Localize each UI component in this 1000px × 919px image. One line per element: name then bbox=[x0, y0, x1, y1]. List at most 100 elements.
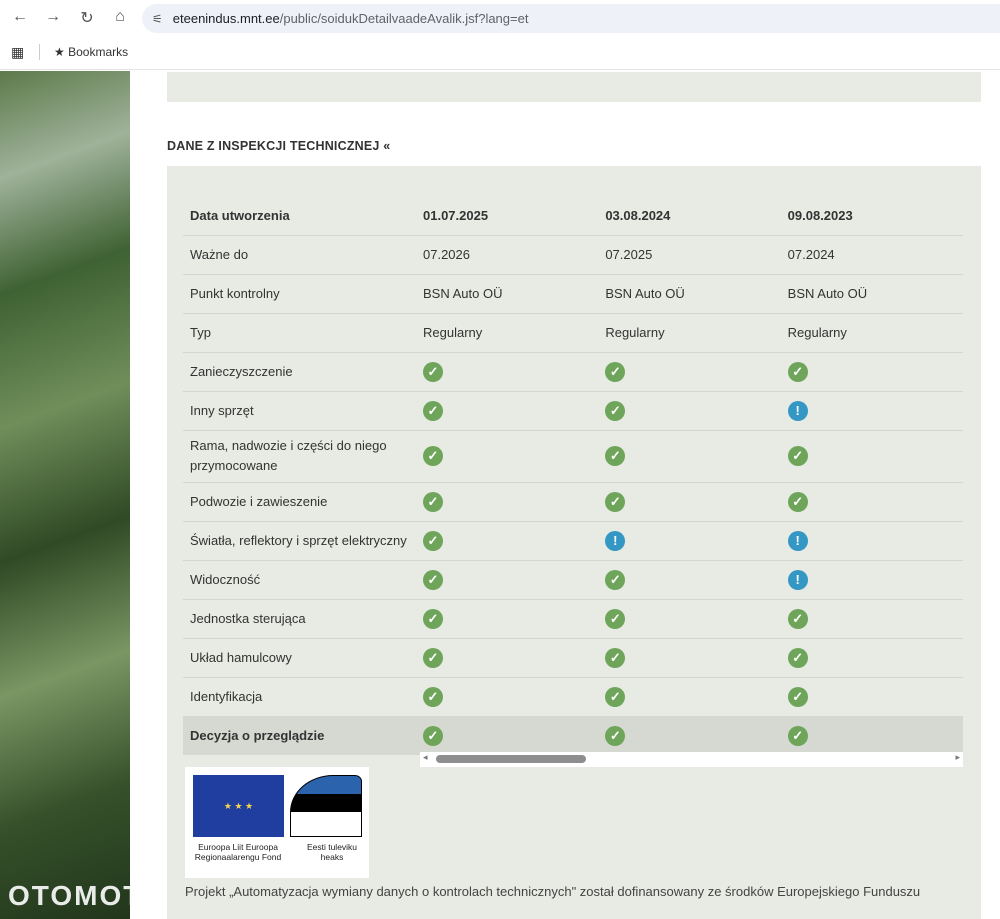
check-icon: ✓ bbox=[787, 725, 808, 746]
check-icon: ✓ bbox=[423, 725, 443, 746]
url-domain: eteenindus.mnt.ee bbox=[172, 11, 280, 26]
warning-icon: ! bbox=[787, 530, 808, 551]
section-title: DANE Z INSPEKCJI TECHNICZNEJ bbox=[167, 139, 380, 153]
bookmarks-label: Bookmarks bbox=[68, 45, 129, 59]
estonia-logo-text: Eesti tuleviku heaks bbox=[306, 842, 358, 862]
check-icon: ✓ bbox=[423, 491, 443, 512]
check-icon: ✓ bbox=[787, 361, 808, 382]
check-icon: ✓ bbox=[423, 686, 443, 707]
cell-value: 03.08.2024 bbox=[605, 208, 671, 224]
table-row: Inny sprzęt ✓ ✓! bbox=[183, 391, 963, 431]
check-icon: ✓ bbox=[423, 647, 443, 668]
decision-row: Decyzja o przeglądzie ✓ ✓ ✓ bbox=[183, 716, 963, 755]
table-row: Identyfikacja ✓ ✓ ✓ bbox=[183, 677, 963, 717]
address-bar[interactable]: ⚟ eteenindus.mnt.ee/public/soidukDetailv… bbox=[142, 4, 1000, 33]
table-row: Podwozie i zawieszenie ✓ ✓ ✓ bbox=[183, 482, 963, 522]
row-label: Zanieczyszczenie bbox=[190, 364, 293, 379]
row-label: Punkt kontrolny bbox=[190, 286, 280, 301]
table-row: Układ hamulcowy ✓ ✓ ✓ bbox=[183, 638, 963, 678]
cell-value: 07.2025 bbox=[605, 247, 653, 262]
back-icon[interactable]: ← bbox=[12, 8, 28, 25]
table-row: Zanieczyszczenie ✓ ✓ ✓ bbox=[183, 352, 963, 392]
eu-flag-logo: ★ ★ ★ bbox=[193, 775, 284, 837]
warning-icon: ! bbox=[787, 569, 808, 590]
check-icon: ✓ bbox=[423, 530, 443, 551]
check-icon: ✓ bbox=[423, 361, 443, 382]
table-row: Rama, nadwozie i części do niego przymoc… bbox=[183, 430, 963, 483]
cell-value: 09.08.2023 bbox=[787, 208, 853, 224]
site-settings-icon[interactable]: ⚟ bbox=[152, 11, 163, 26]
star-icon: ★ bbox=[54, 45, 65, 59]
cell-value: BSN Auto OÜ bbox=[787, 286, 868, 301]
row-label: Identyfikacja bbox=[190, 689, 263, 704]
check-icon: ✓ bbox=[787, 446, 808, 466]
check-icon: ✓ bbox=[605, 491, 626, 512]
estonia-logo bbox=[290, 775, 362, 837]
check-icon: ✓ bbox=[605, 608, 626, 629]
check-icon: ✓ bbox=[605, 361, 626, 382]
check-icon: ✓ bbox=[605, 446, 626, 466]
section-heading[interactable]: DANE Z INSPEKCJI TECHNICZNEJ « bbox=[167, 139, 390, 153]
check-icon: ✓ bbox=[605, 569, 626, 590]
horizontal-scrollbar[interactable]: ◂ ▸ bbox=[420, 752, 963, 767]
background-image bbox=[0, 71, 130, 919]
check-icon: ✓ bbox=[787, 491, 808, 512]
divider bbox=[39, 44, 40, 60]
eu-logo-text: Euroopa Liit Euroopa Regionaalarengu Fon… bbox=[194, 842, 282, 862]
forward-icon[interactable]: → bbox=[45, 8, 61, 25]
row-label: Ważne do bbox=[190, 247, 249, 262]
table-row: Typ Regularny Regularny Regularny bbox=[183, 313, 963, 353]
scroll-left-icon[interactable]: ◂ bbox=[423, 752, 428, 762]
check-icon: ✓ bbox=[605, 725, 626, 746]
check-icon: ✓ bbox=[423, 400, 443, 421]
table-row: Światła, reflektory i sprzęt elektryczny… bbox=[183, 521, 963, 561]
cell-value: BSN Auto OÜ bbox=[605, 286, 685, 301]
cell-value: BSN Auto OÜ bbox=[423, 286, 503, 301]
row-label: Widoczność bbox=[190, 572, 261, 587]
table-row: Ważne do 07.2026 07.2025 07.2024 bbox=[183, 235, 963, 275]
row-label: Podwozie i zawieszenie bbox=[190, 494, 328, 509]
check-icon: ✓ bbox=[605, 686, 626, 707]
table-row: Punkt kontrolny BSN Auto OÜ BSN Auto OÜ BSN… bbox=[183, 274, 963, 314]
row-label: Typ bbox=[190, 325, 211, 340]
cell-value: 01.07.2025 bbox=[423, 208, 489, 224]
footer-text: Projekt „Automatyzacja wymiany danych o … bbox=[185, 884, 921, 899]
table-row: Jednostka sterująca ✓ ✓ ✓ bbox=[183, 599, 963, 639]
watermark-logo: OTOMOTO bbox=[8, 880, 166, 911]
warning-icon: ! bbox=[605, 530, 626, 551]
scroll-right-icon[interactable]: ▸ bbox=[955, 752, 960, 762]
check-icon: ✓ bbox=[423, 569, 443, 590]
inspection-panel: Data utworzenia 01.07.2025 03.08.2024 09.08… bbox=[167, 166, 981, 919]
table-header-row: Data utworzenia 01.07.2025 03.08.2024 09.08… bbox=[183, 197, 963, 236]
bookmarks-bar: ▦ ★ Bookmarks bbox=[0, 36, 1000, 70]
cell-value: 07.2026 bbox=[423, 247, 470, 262]
cell-value: Regularny bbox=[605, 325, 665, 340]
row-label: Jednostka sterująca bbox=[190, 611, 306, 626]
warning-icon: ! bbox=[787, 400, 808, 421]
scrollbar-thumb[interactable] bbox=[436, 755, 586, 763]
cell-value: 07.2024 bbox=[787, 247, 835, 262]
home-icon[interactable]: ⌂ bbox=[115, 8, 125, 25]
funding-logos: ★ ★ ★ Euroopa Liit Euroopa Regionaalaren… bbox=[185, 767, 369, 878]
check-icon: ✓ bbox=[605, 647, 626, 668]
bookmarks-folder[interactable]: ★ Bookmarks bbox=[54, 45, 128, 59]
check-icon: ✓ bbox=[787, 686, 808, 707]
cell-value: Regularny bbox=[787, 325, 847, 340]
apps-icon[interactable]: ▦ bbox=[11, 44, 25, 60]
cell-value: Regularny bbox=[423, 325, 483, 340]
browser-toolbar: ← → ↻ ⌂ ⚟ eteenindus.mnt.ee/public/soidu… bbox=[0, 0, 1000, 36]
row-label: Rama, nadwozie i części do niego przymoc… bbox=[190, 438, 387, 473]
check-icon: ✓ bbox=[787, 608, 808, 629]
check-icon: ✓ bbox=[605, 400, 626, 421]
row-label: Data utworzenia bbox=[190, 208, 290, 224]
check-icon: ✓ bbox=[787, 647, 808, 668]
row-label: Inny sprzęt bbox=[190, 403, 254, 418]
table-row: Widoczność ✓ ✓! bbox=[183, 560, 963, 600]
row-label: Światła, reflektory i sprzęt elektryczny bbox=[190, 533, 407, 548]
url-path: /public/soidukDetailvaadeAvalik.jsf?lang… bbox=[279, 11, 529, 26]
row-label: Układ hamulcowy bbox=[190, 650, 292, 665]
reload-icon[interactable]: ↻ bbox=[80, 10, 94, 27]
check-icon: ✓ bbox=[423, 446, 443, 466]
chevron-double-up-icon[interactable]: « bbox=[383, 139, 391, 153]
previous-section-panel bbox=[167, 72, 981, 102]
